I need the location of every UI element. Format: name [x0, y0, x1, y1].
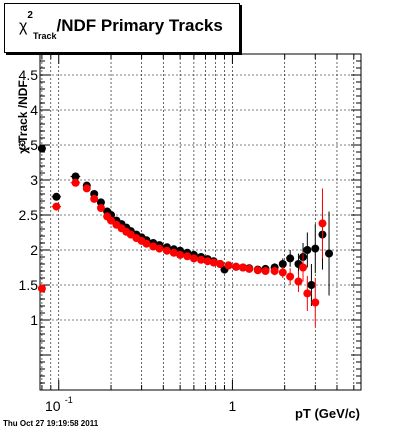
data-point	[270, 267, 279, 275]
y-tick-label: 1	[30, 312, 38, 328]
series-1	[37, 178, 327, 327]
title-rest: /NDF Primary Tracks	[56, 16, 223, 35]
data-point	[107, 216, 116, 225]
data-point	[162, 246, 171, 255]
data-point	[149, 242, 158, 251]
title-sup: 2	[27, 10, 33, 22]
data-point	[303, 289, 312, 298]
x-tick-labels: 10 -1 1	[45, 395, 237, 414]
title-chi: χ	[19, 18, 28, 35]
data-point	[169, 248, 178, 257]
data-point	[37, 284, 46, 293]
y-tick-label: 2.5	[19, 207, 39, 223]
title-box: χ2 Track/NDF Primary Tracks	[4, 3, 240, 53]
x-tick-label: 10	[45, 398, 61, 414]
y-tick-label: 3	[30, 172, 38, 188]
data-point	[261, 267, 270, 275]
data-point	[232, 262, 241, 271]
plot-frame	[39, 53, 362, 391]
y-axis-label: χ²Track /NDF	[15, 80, 30, 154]
chart-title: χ2 Track/NDF Primary Tracks	[19, 10, 223, 41]
data-point	[183, 252, 192, 261]
y-tick-label: 3.5	[19, 137, 39, 153]
data-point	[278, 268, 287, 277]
x-axis-label: pT (GeV/c)	[294, 406, 360, 421]
data-point	[286, 254, 295, 263]
data-point	[52, 192, 61, 201]
data-point	[224, 261, 233, 270]
data-point	[90, 194, 99, 203]
y-tick-label: 4.5	[19, 67, 39, 83]
data-point	[197, 255, 206, 264]
series-0	[37, 144, 334, 306]
data-point	[278, 260, 287, 268]
data-point	[286, 272, 295, 281]
x-tick-label-exponent: -1	[65, 395, 73, 405]
data-point	[96, 198, 105, 207]
data-point	[294, 277, 303, 286]
data-point	[245, 264, 254, 273]
data-point	[52, 202, 61, 211]
data-point	[96, 204, 105, 212]
data-point	[82, 184, 91, 193]
timestamp: Thu Oct 27 19:19:58 2011	[3, 419, 99, 428]
data-point	[142, 239, 151, 248]
data-point	[311, 244, 320, 253]
data-point	[307, 281, 316, 289]
data-point	[37, 144, 46, 153]
data-point	[238, 263, 247, 272]
data-point	[189, 254, 198, 263]
x-tick-label: 1	[229, 398, 237, 414]
data-series	[37, 144, 334, 327]
data-point	[325, 249, 334, 258]
data-point	[299, 263, 308, 272]
data-point	[216, 260, 225, 268]
y-tick-labels: 1 1.5 2 2.5 3 3.5 4 4.5	[19, 67, 39, 328]
data-point	[311, 298, 320, 307]
data-point	[318, 219, 327, 228]
data-point	[155, 244, 164, 253]
y-tick-label: 4	[30, 102, 38, 118]
grid-lines	[40, 54, 361, 390]
y-tick-label: 1.5	[19, 277, 39, 293]
data-point	[176, 250, 185, 259]
axis-ticks	[40, 53, 361, 390]
data-point	[209, 258, 218, 267]
data-point	[71, 172, 80, 181]
data-point	[203, 257, 212, 266]
y-tick-label: 2	[30, 242, 38, 258]
title-sub: Track	[32, 31, 57, 42]
data-point	[303, 246, 312, 254]
data-point	[253, 266, 262, 275]
data-point	[71, 178, 80, 187]
